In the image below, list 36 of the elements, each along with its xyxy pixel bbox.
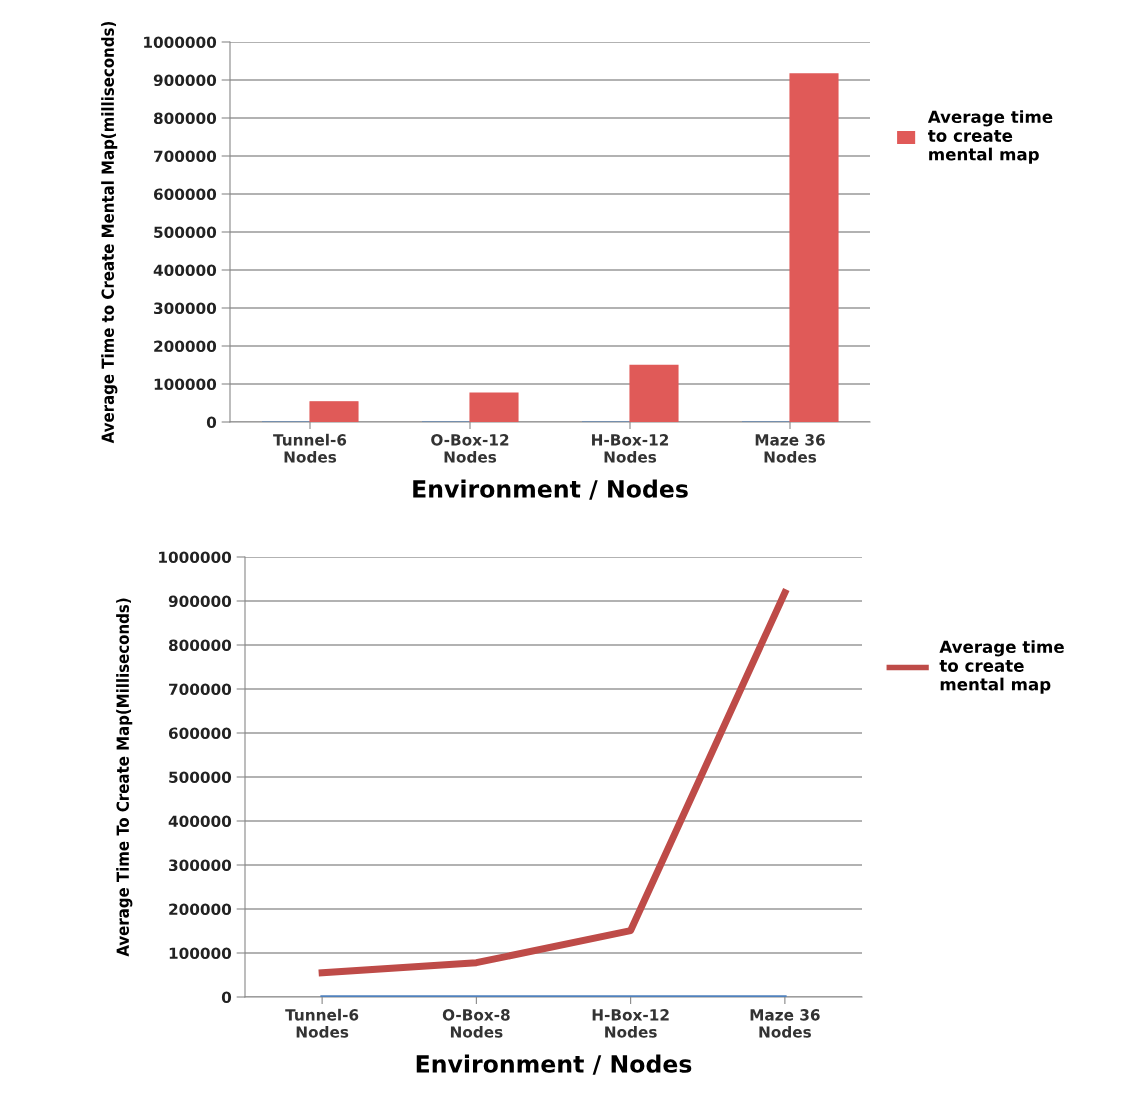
y-tick-label: 400000	[168, 815, 232, 828]
x-tick-label: Maze 36 Nodes	[755, 434, 825, 463]
legend-label: Average time to create mental map	[939, 640, 1064, 694]
x-tick-label: Maze 36 Nodes	[750, 1009, 820, 1038]
y-tick-label: 700000	[169, 683, 232, 696]
y-tick-label: 1000000	[144, 36, 217, 49]
y-tick-label: 0	[221, 991, 232, 1004]
y-tick-label: 200000	[169, 903, 232, 916]
x-tick-label: O-Box-12 Nodes	[431, 434, 509, 463]
y-tick-label: 1000000	[159, 551, 232, 564]
y-tick-label: 200000	[154, 340, 217, 353]
y-tick-label: 800000	[168, 639, 232, 652]
y-tick-label: 100000	[154, 378, 217, 391]
y-tick-label: 900000	[168, 595, 232, 608]
x-tick-label: H-Box-12 Nodes	[592, 1009, 669, 1038]
y-tick-label: 300000	[169, 859, 232, 872]
x-tick-label: Tunnel-6 Nodes	[285, 1008, 359, 1038]
y-tick-label: 500000	[154, 226, 217, 239]
legend-label: Average time to create mental map	[927, 110, 1053, 164]
x-tick-label: H-Box-12 Nodes	[592, 434, 669, 463]
y-tick-label: 300000	[154, 302, 217, 315]
y-tick-label: 800000	[153, 112, 217, 125]
y-tick-label: 400000	[153, 264, 217, 277]
x-axis-title: Environment / Nodes	[416, 1054, 692, 1075]
y-tick-label: 900000	[153, 74, 217, 87]
y-tick-label: 700000	[154, 150, 217, 163]
x-axis-title: Environment / Nodes	[413, 479, 688, 500]
y-tick-label: 0	[206, 416, 217, 429]
x-tick-label: Tunnel-6 Nodes	[273, 433, 347, 463]
y-tick-label: 600000	[153, 188, 217, 201]
y-tick-label: 500000	[169, 771, 232, 784]
x-tick-label: O-Box-8 Nodes	[442, 1009, 510, 1038]
y-tick-label: 600000	[168, 727, 232, 740]
y-axis-title: Average Time to Create Mental Map(milliseconds)	[101, 21, 118, 444]
y-tick-label: 100000	[169, 947, 232, 960]
y-axis-title: Average Time To Create Map(Milliseconds)	[116, 598, 133, 957]
